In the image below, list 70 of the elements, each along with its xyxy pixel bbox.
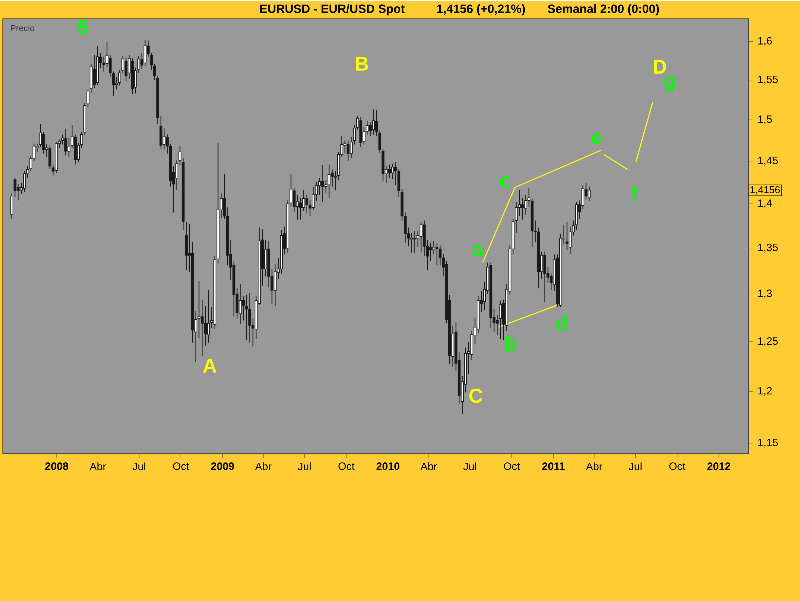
candlestick <box>499 300 502 340</box>
x-tick-label: 2008 <box>45 462 68 470</box>
x-tick-label: Oct <box>504 462 520 470</box>
y-tick-label: 1,2 <box>758 387 772 396</box>
candlestick <box>414 230 416 254</box>
y-tick-label: 1,5 <box>758 116 772 124</box>
candlestick <box>360 116 362 148</box>
candlestick <box>207 290 210 344</box>
annotation: e <box>592 134 602 144</box>
candlestick <box>521 198 524 220</box>
chart-subtitle: 1,4156 (+0,21%) <box>437 4 526 16</box>
chart-title: EURUSD - EUR/USD Spot <box>260 4 405 16</box>
y-tick-label: 1,6 <box>758 37 772 46</box>
annotation: d <box>556 316 567 330</box>
candlestick <box>64 128 68 156</box>
y-tick-label: 1,35 <box>758 244 778 253</box>
x-tick-label: Jul <box>298 462 311 471</box>
x-tick-label: Oct <box>173 462 190 470</box>
x-tick-label: Abr <box>255 462 272 471</box>
y-tick-label: 1,45 <box>758 157 778 166</box>
text: Semanal 2:00 (0:00) <box>548 4 660 16</box>
annotation: C <box>470 388 483 404</box>
annotation: 5 <box>78 20 88 34</box>
candlestick <box>185 222 188 271</box>
y-tick-label: 1,3 <box>758 290 772 299</box>
candlestick <box>144 40 147 67</box>
candlestick <box>162 128 166 150</box>
x-tick-label: Abr <box>586 462 603 471</box>
annotation: 1,4156 <box>750 186 780 195</box>
annotation: a <box>473 246 484 256</box>
y-axis-title: Precio <box>11 25 35 32</box>
candlestick <box>328 164 331 198</box>
y-tick-label: 1,15 <box>758 439 778 448</box>
x-tick-label: Oct <box>338 462 355 470</box>
annotation: B <box>356 57 368 71</box>
x-tick-label: 2012 <box>708 462 731 470</box>
candlestick <box>245 294 248 340</box>
candlestick <box>124 57 128 82</box>
candlestick <box>388 164 392 179</box>
y-tick-label: 1,25 <box>758 338 778 346</box>
candlestick <box>296 195 300 220</box>
annotation: D <box>654 60 666 74</box>
candlestick <box>248 292 252 344</box>
x-tick-label: 2011 <box>542 462 565 470</box>
candlestick <box>264 240 268 277</box>
x-tick-label: Jul <box>629 462 642 471</box>
annotation: A <box>203 359 217 373</box>
x-tick-label: Abr <box>90 462 106 471</box>
candlestick <box>306 195 309 214</box>
candlestick <box>566 222 569 251</box>
candlestick <box>429 242 432 262</box>
x-tick-label: Oct <box>670 462 686 470</box>
candlestick <box>322 165 324 203</box>
annotation: g <box>664 76 675 92</box>
candlestick <box>544 252 546 304</box>
candlestick <box>346 140 350 162</box>
x-tick-label: 2010 <box>376 462 400 470</box>
annotation: c <box>500 176 510 188</box>
annotation: f <box>632 186 638 202</box>
x-tick-label: Jul <box>132 462 146 471</box>
candlestick <box>239 284 242 325</box>
candlestick <box>436 243 439 266</box>
candlestick <box>588 186 591 202</box>
annotation: b <box>506 336 516 352</box>
x-tick-label: Abr <box>420 462 438 471</box>
x-tick-label: Jul <box>464 462 476 471</box>
y-tick-label: 1,4 <box>758 200 772 208</box>
x-tick-label: 2009 <box>211 462 234 470</box>
y-tick-label: 1,55 <box>758 76 778 85</box>
candlestick <box>16 184 20 202</box>
